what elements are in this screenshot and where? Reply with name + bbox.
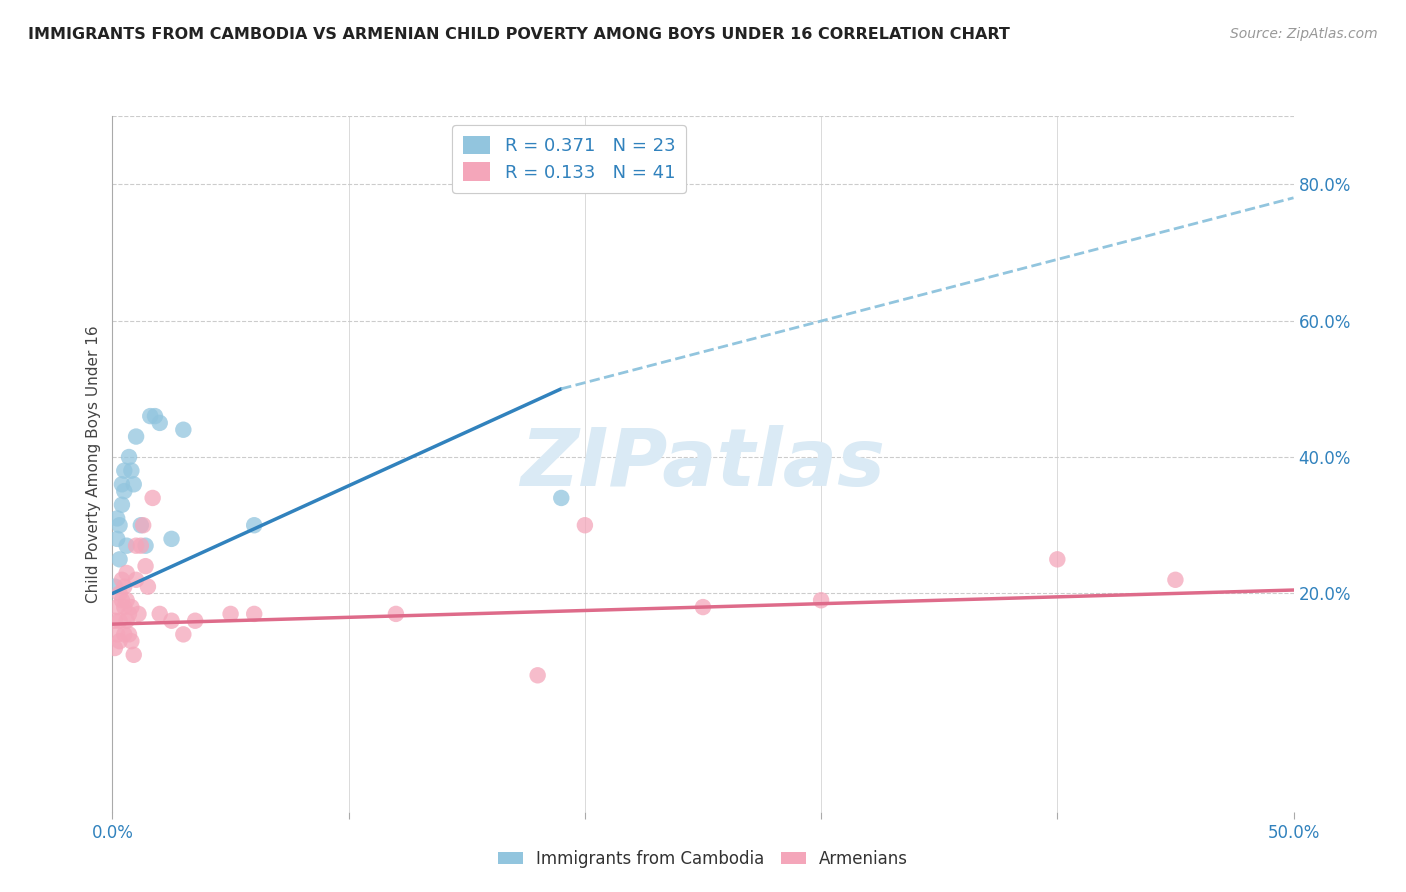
Point	[149, 607, 172, 621]
Point	[385, 607, 408, 621]
Point	[108, 614, 131, 628]
Point	[108, 586, 131, 600]
Point	[550, 491, 572, 505]
Point	[129, 539, 152, 553]
Point	[1046, 552, 1069, 566]
Point	[136, 580, 159, 594]
Point	[111, 573, 134, 587]
Point	[112, 484, 135, 499]
Point	[149, 416, 172, 430]
Point	[120, 634, 142, 648]
Point	[120, 600, 142, 615]
Point	[135, 539, 157, 553]
Point	[243, 518, 266, 533]
Point	[111, 593, 134, 607]
Point	[104, 614, 127, 628]
Point	[112, 600, 135, 615]
Point	[172, 423, 194, 437]
Point	[139, 409, 162, 423]
Text: IMMIGRANTS FROM CAMBODIA VS ARMENIAN CHILD POVERTY AMONG BOYS UNDER 16 CORRELATI: IMMIGRANTS FROM CAMBODIA VS ARMENIAN CHI…	[28, 27, 1010, 42]
Point	[184, 614, 207, 628]
Point	[104, 580, 127, 594]
Point	[111, 477, 134, 491]
Point	[120, 464, 142, 478]
Point	[115, 539, 138, 553]
Point	[810, 593, 832, 607]
Point	[111, 498, 134, 512]
Point	[105, 532, 128, 546]
Point	[105, 600, 128, 615]
Point	[135, 559, 157, 574]
Point	[115, 566, 138, 580]
Point	[105, 511, 128, 525]
Point	[132, 518, 155, 533]
Point	[692, 600, 714, 615]
Point	[118, 627, 141, 641]
Point	[108, 634, 131, 648]
Point	[219, 607, 242, 621]
Point	[112, 580, 135, 594]
Point	[160, 532, 183, 546]
Point	[243, 607, 266, 621]
Point	[112, 464, 135, 478]
Point	[172, 627, 194, 641]
Point	[125, 539, 148, 553]
Point	[108, 518, 131, 533]
Point	[104, 640, 127, 655]
Point	[142, 491, 165, 505]
Legend: Immigrants from Cambodia, Armenians: Immigrants from Cambodia, Armenians	[491, 844, 915, 875]
Point	[125, 429, 148, 443]
Point	[129, 518, 152, 533]
Point	[127, 607, 149, 621]
Point	[118, 450, 141, 464]
Legend: R = 0.371   N = 23, R = 0.133   N = 41: R = 0.371 N = 23, R = 0.133 N = 41	[453, 125, 686, 193]
Point	[115, 614, 138, 628]
Point	[105, 627, 128, 641]
Point	[574, 518, 596, 533]
Text: Source: ZipAtlas.com: Source: ZipAtlas.com	[1230, 27, 1378, 41]
Point	[526, 668, 548, 682]
Point	[108, 552, 131, 566]
Point	[1164, 573, 1187, 587]
Y-axis label: Child Poverty Among Boys Under 16: Child Poverty Among Boys Under 16	[86, 325, 101, 603]
Point	[160, 614, 183, 628]
Point	[122, 477, 145, 491]
Point	[143, 409, 166, 423]
Point	[115, 593, 138, 607]
Point	[118, 607, 141, 621]
Point	[125, 573, 148, 587]
Point	[122, 648, 145, 662]
Text: ZIPatlas: ZIPatlas	[520, 425, 886, 503]
Point	[112, 627, 135, 641]
